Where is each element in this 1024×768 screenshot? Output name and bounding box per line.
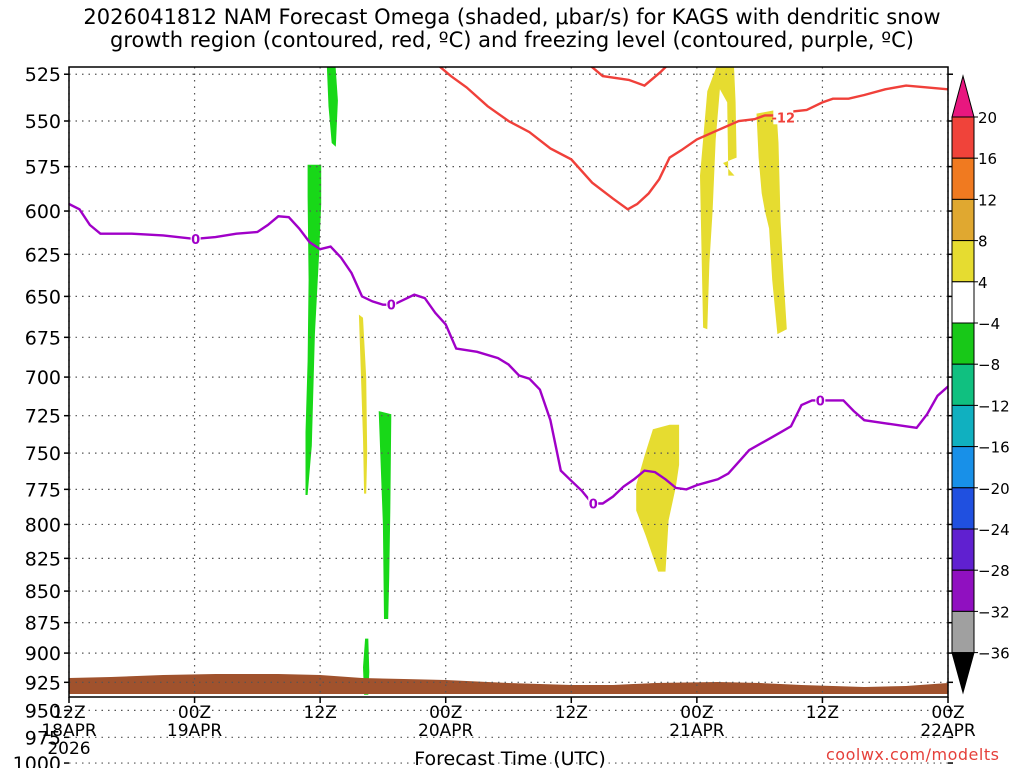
colorbar-label-12: −28 [978,562,1010,580]
omega-region-6 [636,424,680,572]
x-tick-label-12-2: 19APR [167,721,223,741]
colorbar-label-6: −4 [978,315,1000,333]
y-tick-label-650: 650 [25,286,61,308]
colorbar-label-3: 12 [978,191,997,209]
colorbar-box-12 [951,569,975,612]
y-tick-label-925: 925 [25,672,61,694]
freezing-level-label-2: 0 [387,299,396,314]
pressure-axis: 525 550 575 600 625 650 675 700 725 750 775 800 825 8… [13,64,953,768]
omega-region-3 [378,411,392,619]
colorbar-label-5: 4 [978,274,988,292]
y-tick-label-600: 600 [25,201,61,223]
omega-region-8 [756,109,787,335]
chart-title-line1: 2026041812 NAM Forecast Omega (shaded, μ… [83,5,941,29]
x-tick-label-12-1: 00Z [178,703,211,723]
x-tick-label-60-1: 00Z [680,703,713,723]
omega-colorbar: 20 16 12 8 4 −4 −8 −12 −16 −20 −24 −28 −32 −36 [951,74,1010,695]
colorbar-label-10: −20 [978,480,1010,498]
freezing-level-label-3: 0 [589,498,598,513]
colorbar-box-5 [951,281,975,324]
x-axis-label: Forecast Time (UTC) [414,748,605,768]
omega-shading-layer [305,67,787,695]
y-tick-label-975: 975 [25,727,61,749]
dgz-minus12-line-2 [438,67,948,211]
y-tick-label-525: 525 [25,64,61,86]
x-tick-label-0-3: 2026 [47,739,90,759]
colorbar-label-9: −16 [978,439,1010,457]
omega-region-1 [326,67,338,147]
contour-layer: 0 0 0 0 -12 [69,67,948,513]
colorbar-label-7: −8 [978,356,1000,374]
colorbar-box-10 [951,487,975,530]
colorbar-box-8 [951,404,975,448]
chart-title: 2026041812 NAM Forecast Omega (shaded, μ… [0,6,1024,52]
terrain-surface [69,674,948,694]
x-tick-label-0-2: 18APR [41,721,97,741]
y-tick-label-800: 800 [25,514,61,536]
colorbar-label-2: 16 [978,150,997,168]
x-tick-label-60-2: 21APR [669,721,725,741]
y-tick-label-700: 700 [25,367,61,389]
chart-title-line2: growth region (contoured, red, ºC) and f… [110,28,914,52]
freezing-level-line [69,202,948,505]
plot-frame [68,66,949,698]
omega-region-5 [358,314,368,494]
x-tick-label-24-1: 12Z [304,703,337,723]
freezing-level-label-4: 0 [816,394,825,409]
x-tick-label-36-2: 20APR [418,721,474,741]
terrain-layer [69,674,948,694]
y-tick-label-850: 850 [25,581,61,603]
x-tick-label-72-1: 12Z [806,703,839,723]
colorbar-box-3 [951,198,975,242]
colorbar-label-4: 8 [978,233,988,251]
colorbar-box-6 [951,322,975,365]
colorbar-label-1: 20 [978,109,997,127]
colorbar-label-11: −24 [978,521,1010,539]
y-tick-label-900: 900 [25,643,61,665]
freezing-level-label-1: 0 [191,233,200,248]
colorbar-bottom-arrow [951,652,975,695]
colorbar-box-4 [951,240,975,283]
dgz-minus12-line-3 [590,67,668,87]
x-tick-label-48-1: 12Z [555,703,588,723]
colorbar-label-14: −36 [978,645,1010,663]
colorbar-top-arrow [951,74,975,118]
plot-border [68,66,949,698]
colorbar-label-8: −12 [978,397,1010,415]
y-tick-label-1000: 1000 [13,753,61,768]
x-tick-label-84-1: 00Z [931,703,964,723]
omega-region-2 [305,164,322,496]
y-tick-label-625: 625 [25,244,61,266]
x-tick-label-36-1: 00Z [429,703,462,723]
y-tick-label-675: 675 [25,327,61,349]
colorbar-box-1 [951,116,975,159]
grid-layer [68,67,949,764]
y-tick-label-725: 725 [25,406,61,428]
y-tick-label-950: 950 [25,700,61,722]
colorbar-box-2 [951,157,975,200]
colorbar-label-13: −32 [978,603,1010,621]
y-tick-label-825: 825 [25,548,61,570]
colorbar-box-9 [951,446,975,489]
y-tick-label-775: 775 [25,479,61,501]
omega-region-7 [700,67,737,330]
credit-text: coolwx.com/modelts [826,745,1000,764]
y-tick-label-575: 575 [25,157,61,179]
colorbar-box-7 [951,363,975,406]
y-tick-label-550: 550 [25,111,61,133]
x-tick-label-0-1: 12Z [52,703,85,723]
dgz-minus12-label-1: -12 [772,111,796,126]
y-tick-label-750: 750 [25,443,61,465]
colorbar-box-11 [951,528,975,571]
y-tick-label-875: 875 [25,613,61,635]
x-tick-label-84-2: 22APR [920,721,976,741]
colorbar-box-13 [951,610,975,654]
